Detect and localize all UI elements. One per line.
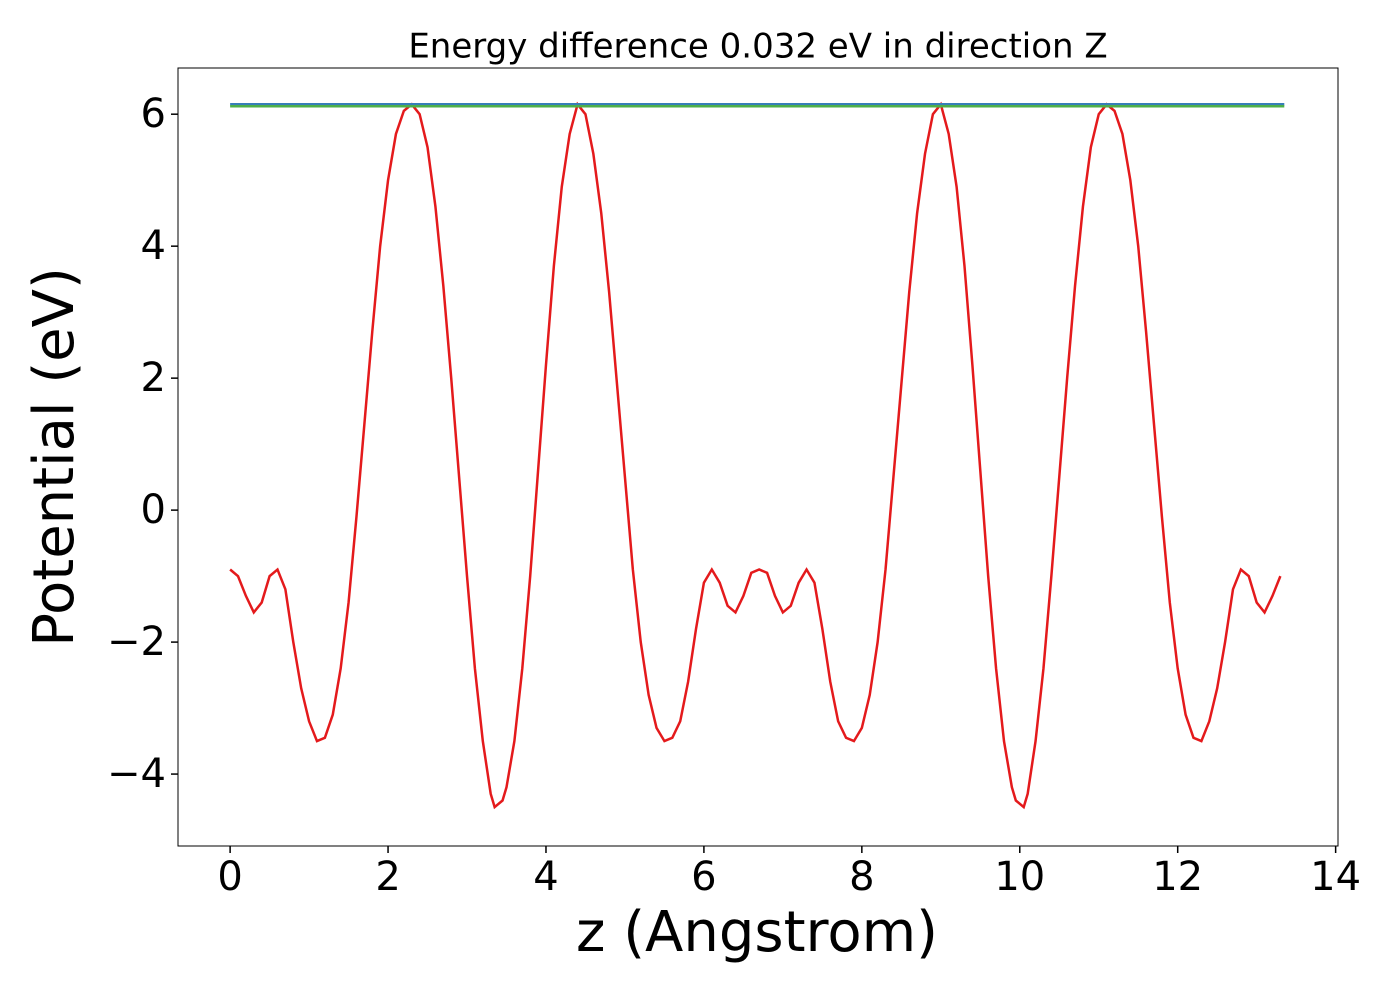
- x-tick-label: 0: [217, 854, 242, 900]
- y-tick-label: 6: [141, 91, 166, 137]
- x-tick-label: 8: [849, 854, 874, 900]
- x-tick-label: 10: [994, 854, 1045, 900]
- x-axis-label: z (Angstrom): [576, 900, 938, 965]
- y-tick-label: 0: [141, 487, 166, 533]
- x-tick-label: 4: [533, 854, 558, 900]
- plot-frame: [177, 67, 1339, 847]
- x-tick-label: 14: [1310, 854, 1361, 900]
- y-tick-label: −4: [107, 751, 166, 797]
- x-tick-label: 6: [691, 854, 716, 900]
- data-line: [229, 101, 1282, 810]
- y-axis-label: Potential (eV): [22, 267, 87, 647]
- x-tick-label: 2: [375, 854, 400, 900]
- y-tick-label: −2: [107, 619, 166, 665]
- chart-title: Energy difference 0.032 eV in direction …: [408, 27, 1107, 67]
- y-tick-label: 4: [141, 223, 166, 269]
- y-tick-label: 2: [141, 355, 166, 401]
- x-tick-label: 12: [1152, 854, 1203, 900]
